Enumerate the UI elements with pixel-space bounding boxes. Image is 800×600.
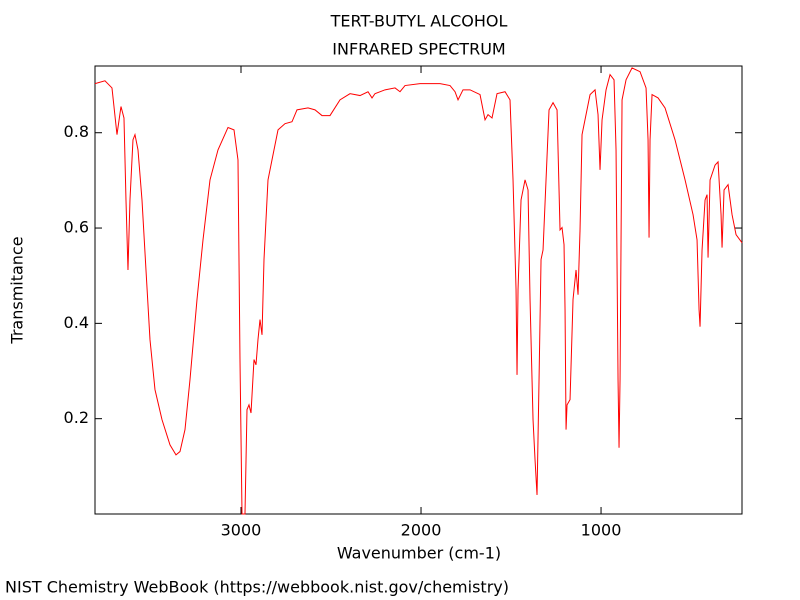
source-note: NIST Chemistry WebBook (https://webbook.… bbox=[5, 578, 509, 597]
y-tick-label: 0.2 bbox=[64, 408, 89, 427]
spectrum-line bbox=[94, 67, 743, 515]
x-tick-label: 3000 bbox=[221, 521, 262, 540]
chart-subtitle: INFRARED SPECTRUM bbox=[332, 40, 505, 59]
y-tick-label: 0.6 bbox=[64, 218, 89, 237]
x-tick-label: 2000 bbox=[401, 521, 442, 540]
y-tick-label: 0.8 bbox=[64, 122, 89, 141]
plot-frame bbox=[94, 65, 743, 515]
x-tick-label: 1000 bbox=[581, 521, 622, 540]
x-axis-label: Wavenumber (cm-1) bbox=[337, 544, 501, 563]
y-tick-label: 0.4 bbox=[64, 313, 89, 332]
y-axis-label: Transmitance bbox=[8, 236, 27, 344]
chart-title: TERT-BUTYL ALCOHOL bbox=[330, 12, 508, 31]
